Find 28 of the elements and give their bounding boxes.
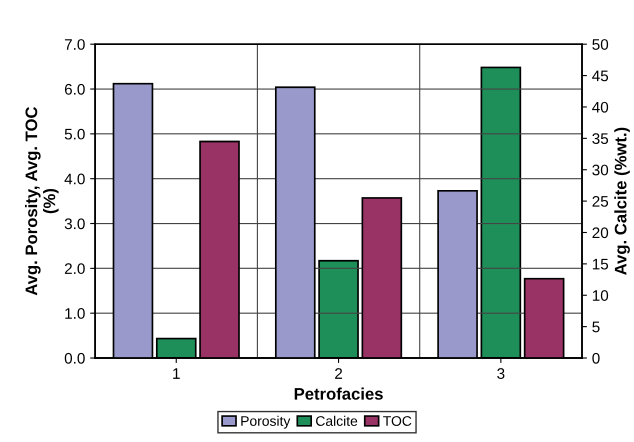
y2-tick-label: 5 xyxy=(592,322,600,332)
y2-tick-label: 15 xyxy=(592,258,608,270)
y-tick-label: 6.0 xyxy=(64,84,85,95)
y-tick-label: 3.0 xyxy=(64,218,85,230)
y2-tick-label: 50 xyxy=(592,39,608,50)
y-tick-label: 5.0 xyxy=(64,128,85,140)
y-tick-label: 0.0 xyxy=(64,352,85,364)
y-tick-label: 4.0 xyxy=(64,174,85,184)
legend-label: TOC xyxy=(383,416,412,426)
x-tick-label: 3 xyxy=(497,368,504,379)
x-tick-label: 1 xyxy=(173,368,180,379)
y2-tick-label: 0 xyxy=(592,352,600,364)
legend-label: Calcite xyxy=(316,416,358,426)
y-tick-label: 2.0 xyxy=(64,263,85,274)
y2-axis-title: Avg. Calcite (%wt.) xyxy=(614,128,630,275)
legend-label: Porosity xyxy=(241,416,290,429)
y2-tick-label: 40 xyxy=(592,102,608,113)
y-axis-title: Avg. Porosity, Avg. TOC (%) xyxy=(25,106,59,296)
x-tick-label: 2 xyxy=(335,368,342,379)
y2-tick-label: 45 xyxy=(592,70,608,82)
y2-tick-label: 30 xyxy=(592,164,608,176)
y2-tick-label: 25 xyxy=(592,196,608,207)
y-tick-label: 7.0 xyxy=(64,39,85,50)
x-axis-title: Petrofacies xyxy=(294,388,383,400)
y2-tick-label: 10 xyxy=(592,290,608,301)
y-tick-label: 1.0 xyxy=(65,308,85,319)
y2-tick-label: 35 xyxy=(592,133,608,144)
y2-tick-label: 20 xyxy=(592,227,608,238)
